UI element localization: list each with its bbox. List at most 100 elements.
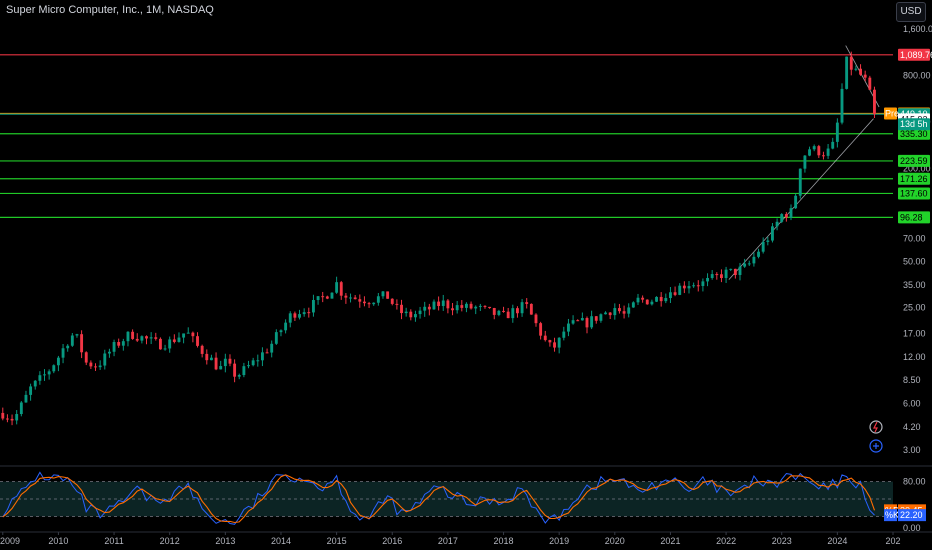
price-tag-text: 223.59 bbox=[900, 156, 928, 166]
candle-body bbox=[520, 302, 524, 314]
candle-body bbox=[543, 335, 547, 341]
x-tick-label: 2011 bbox=[104, 536, 123, 546]
price-tag-bg bbox=[898, 172, 930, 185]
candle-body bbox=[200, 345, 204, 354]
candle-body bbox=[757, 251, 760, 257]
add-icon[interactable] bbox=[869, 439, 883, 453]
price-tag: 137.60 bbox=[898, 187, 930, 200]
candle-body bbox=[339, 282, 343, 296]
candle-body bbox=[316, 296, 320, 301]
candle-body bbox=[66, 345, 70, 349]
trendline bbox=[728, 118, 874, 280]
candle-body bbox=[163, 348, 167, 350]
y-tick-label: 200.00 bbox=[903, 163, 931, 173]
candle-body bbox=[98, 365, 102, 368]
candle-body bbox=[432, 301, 436, 310]
countdown-tag-bg bbox=[898, 118, 930, 131]
price-axis[interactable]: 1,600.00800.00400.00200.0070.0050.0035.0… bbox=[903, 24, 932, 533]
candle-body bbox=[126, 331, 130, 342]
candle-body bbox=[298, 314, 301, 318]
candle-body bbox=[251, 360, 255, 366]
candle-body bbox=[724, 269, 728, 279]
candle-body bbox=[260, 352, 264, 361]
x-tick-label: 2009 bbox=[0, 536, 20, 546]
candle-body bbox=[460, 305, 464, 308]
candle-body bbox=[585, 318, 589, 328]
candle-body bbox=[19, 402, 23, 415]
x-tick-label: 2022 bbox=[716, 536, 736, 546]
candle-body bbox=[154, 337, 158, 339]
candle-body bbox=[325, 296, 329, 299]
candle-body bbox=[24, 394, 28, 403]
candle-body bbox=[372, 302, 376, 305]
candle-body bbox=[868, 77, 872, 90]
candle-body bbox=[576, 320, 580, 322]
candle-body bbox=[94, 366, 97, 368]
candle-body bbox=[706, 278, 709, 282]
candle-body bbox=[692, 285, 696, 287]
time-axis[interactable]: 2009 2010 2011 2012 2013 2014 2015 2016 2017 2018… bbox=[0, 532, 901, 546]
candle-body bbox=[859, 68, 862, 75]
candle-body bbox=[256, 360, 260, 362]
candle-body bbox=[70, 335, 74, 346]
candle-body bbox=[209, 357, 213, 361]
candle-body bbox=[567, 323, 570, 332]
candle-body bbox=[604, 312, 607, 315]
candle-body bbox=[140, 336, 144, 341]
lightning-icon-glyph bbox=[873, 421, 878, 433]
candle-body bbox=[335, 282, 339, 293]
price-tags: 1,089.76453.52449.10415.92335.30223.5917… bbox=[884, 48, 932, 522]
lightning-icon[interactable] bbox=[869, 420, 883, 434]
candle-body bbox=[1, 412, 5, 419]
candle-body bbox=[191, 332, 195, 337]
y-tick-label: 3.00 bbox=[903, 445, 921, 455]
stochastic-oscillator bbox=[2, 471, 876, 525]
candlesticks bbox=[1, 51, 876, 426]
candle-body bbox=[720, 274, 723, 279]
candle-body bbox=[56, 357, 60, 366]
candle-body bbox=[302, 312, 306, 315]
candle-body bbox=[733, 268, 737, 275]
price-tag-bg bbox=[898, 187, 930, 200]
candle-body bbox=[775, 221, 779, 227]
candle-body bbox=[613, 308, 617, 316]
add-icon-glyph bbox=[873, 443, 879, 449]
candle-body bbox=[233, 363, 237, 377]
candle-body bbox=[854, 68, 858, 70]
candle-body bbox=[404, 311, 408, 314]
currency-button[interactable]: USD bbox=[896, 2, 926, 22]
price-tag-text: 96.28 bbox=[900, 212, 923, 222]
x-tick-label: 2010 bbox=[48, 536, 68, 546]
candle-body bbox=[409, 311, 413, 318]
candle-body bbox=[121, 341, 125, 346]
y-tick-label: 8.50 bbox=[903, 375, 921, 385]
stochastic-k-tag-label-bg bbox=[884, 509, 897, 522]
candle-body bbox=[205, 353, 209, 361]
candle-body bbox=[645, 299, 649, 305]
candle-body bbox=[511, 308, 515, 319]
countdown-tag-text: 13d 5h bbox=[900, 119, 928, 129]
candle-body bbox=[817, 146, 821, 156]
candle-body bbox=[145, 336, 148, 339]
candle-body bbox=[506, 311, 510, 319]
y-tick-label: 25.00 bbox=[903, 303, 926, 313]
candle-body bbox=[196, 336, 199, 346]
price-tag: 171.26 bbox=[898, 172, 930, 185]
candle-body bbox=[84, 352, 88, 363]
x-tick-label: 2024 bbox=[827, 536, 847, 546]
candle-body bbox=[743, 263, 747, 267]
x-tick-label: 2016 bbox=[382, 536, 402, 546]
candle-body bbox=[664, 298, 668, 302]
candle-body bbox=[682, 285, 686, 289]
candle-body bbox=[673, 292, 677, 295]
chart-tools[interactable] bbox=[869, 420, 883, 453]
candle-body bbox=[478, 305, 482, 307]
candle-body bbox=[840, 88, 844, 123]
candle-body bbox=[219, 366, 223, 370]
price-tag: 96.28 bbox=[898, 211, 930, 224]
y-tick-label: 800.00 bbox=[903, 71, 931, 81]
candle-body bbox=[826, 148, 830, 156]
candle-body bbox=[247, 365, 250, 367]
